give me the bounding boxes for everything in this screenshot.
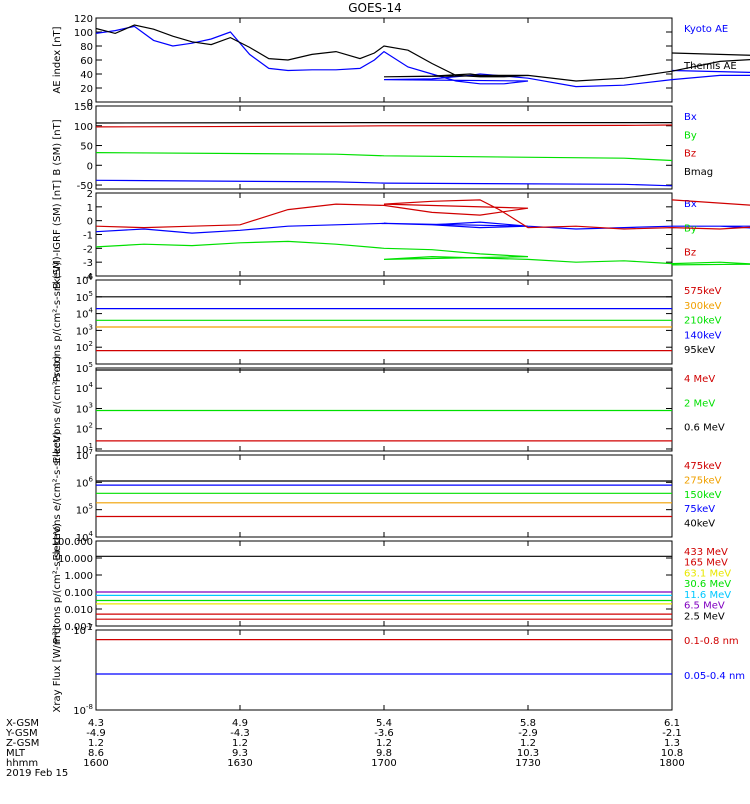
y-tick-label: 102 — [76, 340, 93, 354]
footer-date: 2019 Feb 15 — [6, 768, 68, 779]
footer-value: 1730 — [515, 758, 540, 769]
y-axis-label: B (SM) [nT] — [52, 119, 63, 175]
y-tick-label: 107 — [76, 448, 93, 462]
y-axis-label: AE index [nT] — [52, 26, 63, 93]
legend-entry: 275keV — [684, 475, 722, 486]
chart-title: GOES-14 — [348, 1, 402, 15]
y-tick-label: 120 — [74, 14, 93, 25]
series-line-themis-ae — [96, 25, 750, 81]
series-line-by — [96, 241, 750, 265]
panel-frame-8 — [96, 630, 672, 710]
y-tick-label: 105 — [76, 361, 93, 375]
y-tick-label: 0.100 — [64, 588, 93, 599]
footer-value: 1630 — [227, 758, 252, 769]
legend-entry: Bz — [684, 149, 696, 160]
y-axis-label: Xray Flux [W/m²] — [52, 627, 63, 712]
y-axis-label: Protons p/(cm²-s-sr-keV) — [52, 523, 63, 644]
legend-entry: 575keV — [684, 286, 722, 297]
y-tick-label: 105 — [76, 503, 93, 517]
y-tick-label: 100 — [74, 122, 93, 133]
series-line-by — [96, 153, 672, 161]
y-tick-label: -1 — [83, 231, 93, 242]
series-line-bz — [96, 125, 672, 127]
legend-entry: 63.1 MeV — [684, 568, 731, 579]
legend-entry: 150keV — [684, 490, 722, 501]
legend-entry: 11.6 MeV — [684, 590, 731, 601]
legend-entry: 475keV — [684, 461, 722, 472]
y-tick-label: 150 — [74, 102, 93, 113]
y-tick-label: 1 — [87, 203, 93, 214]
legend-entry: 95keV — [684, 345, 715, 356]
legend-entry: 210keV — [684, 316, 722, 327]
panel-frame-1 — [96, 18, 672, 102]
y-tick-label: 102 — [76, 422, 93, 436]
y-tick-label: 103 — [76, 323, 93, 337]
legend-entry: 165 MeV — [684, 558, 728, 569]
legend-entry: 0.6 MeV — [684, 423, 725, 434]
legend-entry: 300keV — [684, 301, 722, 312]
y-tick-label: 50 — [80, 142, 93, 153]
series-line-kyoto-ae — [96, 26, 750, 86]
y-tick-label: 20 — [80, 84, 93, 95]
y-tick-label: -3 — [83, 258, 93, 269]
legend-entry: By — [684, 130, 697, 141]
legend-entry: 2 MeV — [684, 398, 715, 409]
legend-entry: 2.5 MeV — [684, 611, 725, 622]
legend-entry: 40keV — [684, 519, 715, 530]
y-tick-label: 10-7 — [73, 623, 93, 637]
legend-entry: 0.1-0.8 nm — [684, 636, 739, 647]
footer-value: 1800 — [659, 758, 684, 769]
y-tick-label: 104 — [76, 307, 94, 321]
y-tick-label: 106 — [76, 475, 94, 489]
legend-entry: 4 MeV — [684, 374, 715, 385]
panel-frame-6 — [96, 455, 672, 537]
legend-entry: 140keV — [684, 330, 722, 341]
legend-entry: Themis AE — [683, 61, 737, 72]
legend-entry: Kyoto AE — [684, 24, 728, 35]
y-tick-label: 60 — [80, 56, 93, 67]
y-tick-label: 0.010 — [64, 605, 93, 616]
y-tick-label: 10.000 — [58, 554, 93, 565]
y-tick-label: 105 — [76, 290, 93, 304]
y-tick-label: 100 — [74, 28, 93, 39]
panel-frame-2 — [96, 106, 672, 189]
y-tick-label: -2 — [83, 244, 93, 255]
y-tick-label: 80 — [80, 42, 93, 53]
y-tick-label: 1.000 — [64, 571, 93, 582]
panel-frame-5 — [96, 368, 672, 451]
y-tick-label: 2 — [87, 189, 93, 200]
legend-entry: 433 MeV — [684, 547, 728, 558]
y-tick-label: 104 — [76, 381, 94, 395]
panel-frame-4 — [96, 280, 672, 364]
legend-entry: Bx — [684, 112, 697, 123]
y-tick-label: 103 — [76, 401, 93, 415]
y-tick-label: 40 — [80, 70, 93, 81]
y-tick-label: 106 — [76, 273, 94, 287]
legend-entry: 6.5 MeV — [684, 601, 725, 612]
legend-entry: Bz — [684, 248, 696, 259]
panel-frame-7 — [96, 541, 672, 626]
y-tick-label: 0 — [87, 161, 93, 172]
y-tick-label: 10-8 — [73, 703, 93, 717]
y-tick-label: 0 — [87, 217, 93, 228]
footer-value: 1700 — [371, 758, 396, 769]
legend-entry: 75keV — [684, 504, 715, 515]
legend-entry: 30.6 MeV — [684, 579, 731, 590]
legend-entry: Bmag — [684, 167, 713, 178]
footer-value: 1600 — [83, 758, 108, 769]
legend-entry: 0.05-0.4 nm — [684, 671, 745, 682]
